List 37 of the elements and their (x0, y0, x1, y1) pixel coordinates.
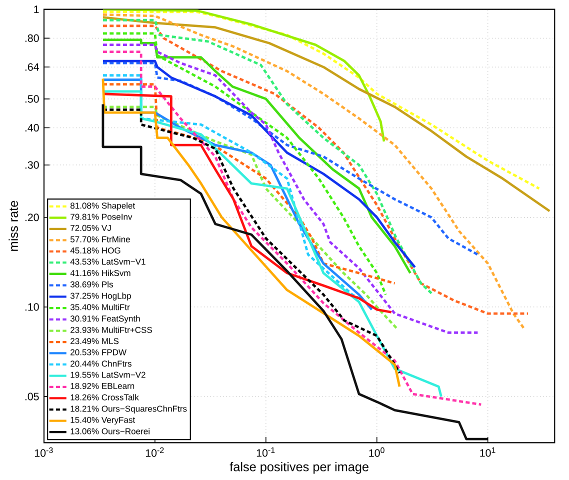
legend-label: 38.69% Pls (70, 281, 113, 288)
legend-label: 18.21% Ours−SquaresChnFtrs (70, 405, 187, 414)
legend-label: 43.53% LatSvm−V1 (70, 258, 146, 265)
legend-label: 57.70% FtrMine (70, 236, 130, 242)
y-tick-label: .30 (25, 161, 39, 169)
legend-label: 81.08% Shapelet (70, 202, 136, 210)
x-tick-label: 10$^{-2}$ (146, 447, 164, 457)
y-tick-label: .05 (25, 392, 39, 400)
legend-label: 41.16% HikSvm (70, 270, 130, 276)
y-tick-label: 1 (34, 6, 39, 14)
legend-label: 18.26% CrossTalk (70, 394, 139, 400)
x-tick-label: 10$^{-1}$ (256, 447, 275, 457)
y-tick-label: .64 (25, 63, 39, 71)
legend-label: 20.44% ChnFtrs (70, 360, 132, 367)
legend-label: 72.05% VJ (70, 224, 111, 231)
x-axis-title: false positives per image (230, 462, 368, 474)
legend-label: 23.93% MultiFtr+CSS (70, 326, 152, 333)
y-tick-label: .10 (25, 303, 39, 311)
legend-label: 35.40% MultiFtr (70, 304, 130, 310)
legend-label: 30.91% FeatSynth (70, 315, 140, 324)
legend-label: 13.06% Ours−Roerei (70, 428, 150, 434)
legend-label: 20.53% FPDW (70, 349, 127, 356)
legend-label: 18.92% EBLearn (70, 382, 134, 389)
x-tick-label: 10$^{1}$ (480, 447, 496, 457)
legend-label: 37.25% HogLbp (70, 292, 131, 301)
y-tick-label: .20 (25, 214, 39, 222)
y-axis-title: miss rate (8, 200, 18, 251)
legend-label: 23.49% MLS (70, 338, 119, 344)
legend-label: 45.18% HOG (70, 247, 120, 254)
y-tick-label: .40 (25, 124, 39, 132)
legend-label: 19.55% LatSvm−V2 (70, 372, 146, 378)
x-tick-label: 10$^{0}$ (369, 447, 384, 457)
x-tick-label: 10$^{-3}$ (34, 447, 53, 457)
y-tick-label: .80 (25, 34, 39, 42)
y-tick-label: .50 (25, 95, 39, 103)
legend-label: 15.40% VeryFast (70, 416, 136, 425)
legend-label: 79.81% PoseInv (70, 214, 132, 220)
